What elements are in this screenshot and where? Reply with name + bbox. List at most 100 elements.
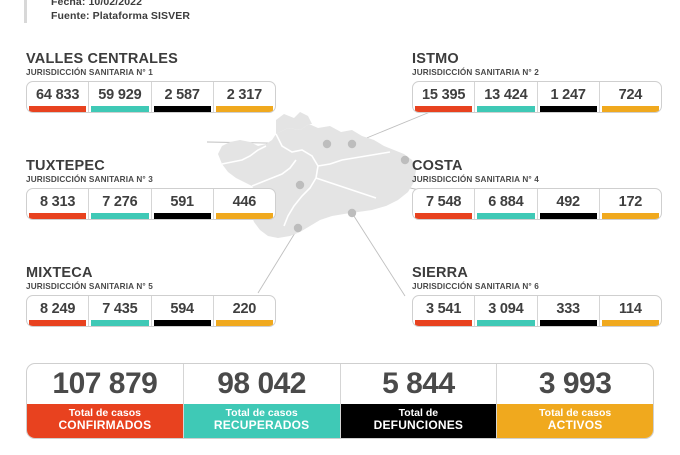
region-block-istmo: ISTMO JURISDICCIÓN SANITARIA N° 2 15 395… — [412, 51, 662, 114]
stat-cell-defunciones: 1 247 — [538, 82, 600, 113]
region-block-costa: COSTA JURISDICCIÓN SANITARIA N° 4 7 548 … — [412, 158, 662, 221]
stat-value: 333 — [556, 301, 580, 318]
stat-bar-confirmados — [29, 213, 87, 220]
stat-cell-recuperados: 59 929 — [89, 82, 152, 113]
stat-value: 724 — [618, 87, 643, 104]
total-label-top: Total de casos — [68, 406, 141, 419]
region-stats-card: 8 249 7 435 594 220 — [26, 295, 276, 328]
stat-bar-recuperados — [477, 106, 535, 113]
region-name: VALLES CENTRALES — [26, 51, 178, 67]
stat-cell-defunciones: 492 — [538, 189, 600, 220]
stat-cell-confirmados: 8 249 — [27, 296, 90, 327]
total-band-confirmados: Total de casos CONFIRMADOS — [27, 403, 183, 438]
region-subtitle: JURISDICCIÓN SANITARIA N° 4 — [412, 175, 539, 185]
region-block-valles-centrales: VALLES CENTRALES JURISDICCIÓN SANITARIA … — [26, 51, 276, 114]
total-label-bottom: RECUPERADOS — [213, 417, 310, 432]
stat-bar-confirmados — [29, 320, 87, 327]
region-stats-card: 3 541 3 094 333 114 — [412, 295, 662, 328]
stat-bar-activos — [601, 213, 659, 220]
stat-bar-activos — [215, 320, 273, 327]
stat-value: 492 — [556, 194, 580, 211]
stat-bar-defunciones — [539, 320, 597, 327]
leader-line-istmo — [351, 111, 431, 145]
region-stats-card: 64 833 59 929 2 587 2 317 — [26, 81, 276, 114]
region-subtitle: JURISDICCIÓN SANITARIA N° 3 — [26, 175, 153, 185]
stat-bar-recuperados — [477, 213, 535, 220]
stat-value: 114 — [618, 301, 642, 318]
stat-bar-confirmados — [415, 106, 473, 113]
stat-value: 2 317 — [226, 87, 263, 104]
stat-bar-activos — [601, 320, 659, 327]
total-cell-recuperados: 98 042 Total de casos RECUPERADOS — [183, 364, 341, 438]
region-name: COSTA — [412, 158, 463, 174]
total-band-defunciones: Total de DEFUNCIONES — [340, 403, 497, 438]
report-date: Fecha: 10/02/2022 — [51, 0, 143, 8]
stat-value: 7 548 — [425, 194, 462, 211]
stat-cell-confirmados: 7 548 — [413, 189, 476, 220]
stat-value: 13 424 — [484, 87, 528, 104]
stat-bar-defunciones — [153, 213, 211, 220]
stat-cell-activos: 2 317 — [214, 82, 275, 113]
region-stats-card: 15 395 13 424 1 247 724 — [412, 81, 662, 114]
total-label-bottom: CONFIRMADOS — [58, 417, 152, 432]
stat-value: 172 — [618, 194, 643, 211]
stat-bar-activos — [215, 106, 273, 113]
map-dot-istmo — [347, 139, 357, 149]
stat-value: 15 395 — [422, 87, 466, 104]
stat-cell-activos: 220 — [214, 296, 275, 327]
header-metadata: Fecha: 10/02/2022 Fuente: Plataforma SIS… — [24, 0, 191, 24]
stat-value: 6 884 — [488, 194, 524, 211]
region-block-sierra: SIERRA JURISDICCIÓN SANITARIA N° 6 3 541… — [412, 265, 662, 328]
stat-bar-confirmados — [415, 320, 473, 327]
region-stats-card: 8 313 7 276 591 446 — [26, 188, 276, 221]
leader-line-valles — [206, 141, 328, 145]
stat-bar-recuperados — [477, 320, 535, 327]
total-cell-activos: 3 993 Total de casos ACTIVOS — [497, 364, 653, 438]
stat-value: 3 094 — [488, 301, 524, 318]
stat-cell-recuperados: 7 276 — [89, 189, 152, 220]
map-dot-sierra — [347, 208, 357, 218]
stat-value: 7 435 — [102, 301, 138, 318]
total-band-activos: Total de casos ACTIVOS — [497, 403, 653, 438]
stat-cell-activos: 172 — [600, 189, 661, 220]
stat-cell-activos: 446 — [214, 189, 275, 220]
total-label-top: Total de casos — [225, 406, 298, 419]
map-markers — [293, 139, 410, 233]
stat-bar-defunciones — [539, 213, 597, 220]
region-subtitle: JURISDICCIÓN SANITARIA N° 1 — [26, 68, 153, 78]
total-band-recuperados: Total de casos RECUPERADOS — [183, 403, 340, 438]
map-dot-valles — [322, 139, 332, 149]
total-value: 107 879 — [52, 367, 158, 400]
stat-cell-recuperados: 7 435 — [89, 296, 152, 327]
stat-bar-recuperados — [91, 106, 149, 113]
stat-value: 7 276 — [102, 194, 138, 211]
stat-cell-confirmados: 8 313 — [27, 189, 90, 220]
stat-cell-defunciones: 2 587 — [152, 82, 214, 113]
stat-bar-defunciones — [153, 320, 211, 327]
map-dot-tuxtepec — [295, 180, 305, 190]
region-name: SIERRA — [412, 265, 468, 281]
total-label-bottom: DEFUNCIONES — [373, 417, 464, 432]
state-totals-bar: 107 879 Total de casos CONFIRMADOS 98 04… — [26, 363, 654, 439]
stat-value: 3 541 — [425, 301, 462, 318]
total-cell-confirmados: 107 879 Total de casos CONFIRMADOS — [27, 364, 184, 438]
region-name: TUXTEPEC — [26, 158, 105, 174]
report-source: Fuente: Plataforma SISVER — [51, 10, 191, 23]
stat-bar-defunciones — [153, 106, 211, 113]
stat-bar-confirmados — [415, 213, 473, 220]
map-dot-mixteca — [293, 223, 303, 233]
stat-cell-confirmados: 3 541 — [413, 296, 476, 327]
region-name: MIXTECA — [26, 265, 93, 281]
stat-cell-activos: 724 — [600, 82, 661, 113]
stat-bar-recuperados — [91, 213, 149, 220]
stat-bar-confirmados — [29, 106, 87, 113]
stat-cell-recuperados: 13 424 — [475, 82, 538, 113]
region-block-mixteca: MIXTECA JURISDICCIÓN SANITARIA N° 5 8 24… — [26, 265, 276, 328]
leader-line-sierra — [351, 212, 406, 297]
region-subtitle: JURISDICCIÓN SANITARIA N° 6 — [412, 282, 539, 292]
stat-value: 591 — [170, 194, 194, 211]
leader-line-costa — [359, 177, 421, 191]
stat-value: 8 313 — [39, 194, 76, 211]
stat-value: 2 587 — [164, 87, 200, 104]
region-block-tuxtepec: TUXTEPEC JURISDICCIÓN SANITARIA N° 3 8 3… — [26, 158, 276, 221]
